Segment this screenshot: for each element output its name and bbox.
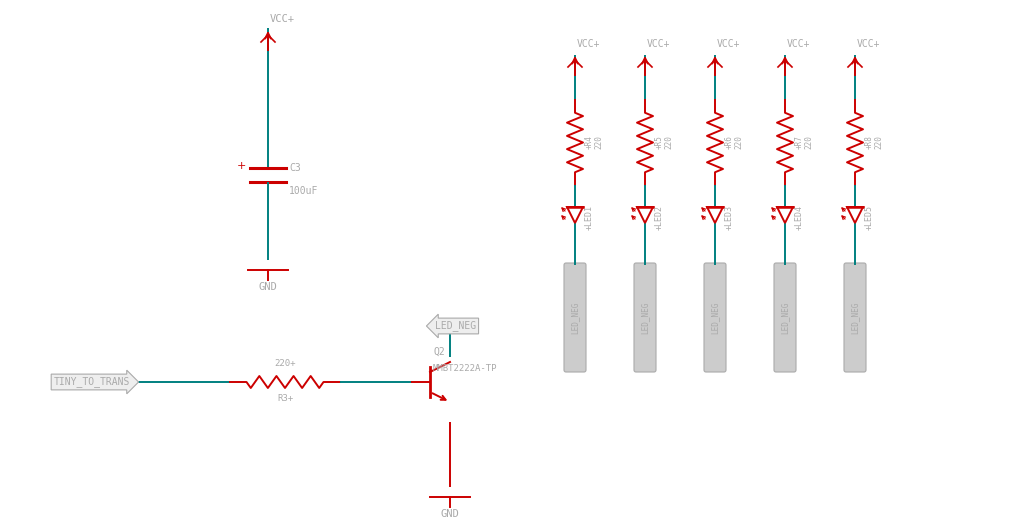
Text: 220: 220 <box>804 135 813 150</box>
Text: +LED2: +LED2 <box>655 204 664 230</box>
Text: +R6: +R6 <box>725 135 734 150</box>
Text: +R7: +R7 <box>795 135 804 150</box>
Text: +LED5: +LED5 <box>865 204 874 230</box>
Text: +LED3: +LED3 <box>725 204 734 230</box>
FancyBboxPatch shape <box>564 263 586 372</box>
Text: 220: 220 <box>734 135 743 150</box>
Text: TINY_TO_TRANS: TINY_TO_TRANS <box>53 377 130 388</box>
Text: GND: GND <box>258 282 277 292</box>
Text: 220: 220 <box>664 135 673 150</box>
Text: GND: GND <box>441 509 459 519</box>
Text: +R4: +R4 <box>585 135 594 150</box>
Text: MMBT2222A-TP: MMBT2222A-TP <box>433 364 497 373</box>
Text: 220: 220 <box>594 135 603 150</box>
Text: VCC+: VCC+ <box>787 39 810 49</box>
FancyBboxPatch shape <box>634 263 656 372</box>
Text: VCC+: VCC+ <box>577 39 600 49</box>
Text: VCC+: VCC+ <box>647 39 671 49</box>
Text: LED_NEG: LED_NEG <box>851 301 860 334</box>
Text: LED_NEG: LED_NEG <box>781 301 789 334</box>
Text: 100uF: 100uF <box>289 186 319 196</box>
Text: LED_NEG: LED_NEG <box>710 301 719 334</box>
Text: +: + <box>237 161 246 171</box>
Text: VCC+: VCC+ <box>270 14 295 24</box>
Text: R3+: R3+ <box>276 394 293 403</box>
Text: C3: C3 <box>289 163 301 173</box>
Text: +LED1: +LED1 <box>585 204 594 230</box>
Text: Q2: Q2 <box>433 347 445 357</box>
FancyBboxPatch shape <box>844 263 866 372</box>
Text: LED_NEG: LED_NEG <box>641 301 650 334</box>
Text: +LED4: +LED4 <box>795 204 804 230</box>
Text: VCC+: VCC+ <box>857 39 881 49</box>
Text: 220: 220 <box>874 135 883 150</box>
FancyBboxPatch shape <box>704 263 726 372</box>
FancyBboxPatch shape <box>774 263 796 372</box>
Text: 220+: 220+ <box>274 359 296 368</box>
Text: +R8: +R8 <box>865 135 874 150</box>
Text: LED_NEG: LED_NEG <box>435 321 476 332</box>
Text: +R5: +R5 <box>655 135 664 150</box>
Text: LED_NEG: LED_NEG <box>570 301 579 334</box>
Text: VCC+: VCC+ <box>717 39 741 49</box>
